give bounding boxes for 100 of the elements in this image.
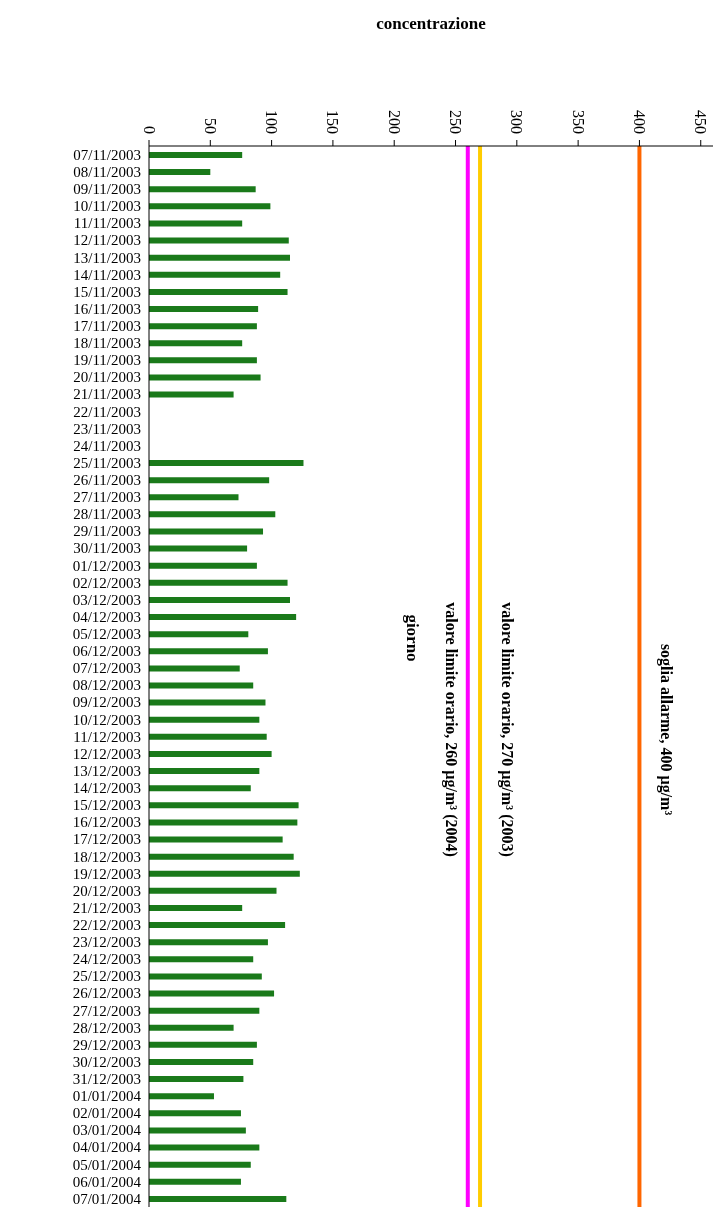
bar [149, 1076, 244, 1083]
y-tick-label: 21/11/2003 [73, 386, 141, 403]
bar [149, 374, 261, 381]
y-tick-label: 09/11/2003 [73, 181, 141, 198]
y-tick-label: 30/11/2003 [73, 540, 141, 557]
y-tick-label: 17/11/2003 [73, 318, 141, 335]
x-tick-label: 300 [508, 110, 526, 134]
bar [149, 391, 234, 398]
y-tick-label: 17/12/2003 [72, 831, 141, 848]
bar [149, 1127, 246, 1134]
bar [149, 973, 262, 980]
y-tick-label: 03/01/2004 [72, 1122, 142, 1139]
y-tick-label: 23/12/2003 [72, 934, 141, 951]
y-tick-label: 10/11/2003 [73, 198, 141, 215]
bar [149, 169, 211, 176]
bar [149, 631, 249, 638]
y-tick-label: 11/12/2003 [73, 728, 141, 745]
bar [149, 306, 259, 313]
ref-line-label: valore limite orario, 260 µg/m³ (2004) [441, 602, 460, 857]
bar [149, 870, 300, 877]
bar [149, 545, 248, 552]
bar [149, 1110, 241, 1117]
y-tick-label: 07/01/2004 [72, 1190, 142, 1207]
y-tick-label: 16/11/2003 [73, 300, 141, 317]
bar [149, 494, 239, 501]
y-tick-label: 05/01/2004 [72, 1156, 142, 1173]
y-tick-label: 07/11/2003 [73, 146, 141, 163]
y-tick-label: 03/12/2003 [72, 591, 141, 608]
bar [149, 768, 260, 775]
bar [149, 1195, 287, 1202]
y-tick-label: 13/11/2003 [73, 249, 141, 266]
y-tick-label: 31/12/2003 [72, 1070, 141, 1087]
y-tick-label: 09/12/2003 [72, 694, 141, 711]
bar [149, 819, 298, 826]
y-tick-label: 11/11/2003 [73, 215, 141, 232]
bar [149, 477, 270, 484]
bar [149, 1161, 251, 1168]
bar [149, 323, 257, 330]
y-tick-label: 29/11/2003 [73, 523, 141, 540]
y-tick-label: 28/11/2003 [73, 506, 141, 523]
y-tick-label: 06/12/2003 [72, 643, 141, 660]
bar [149, 1144, 260, 1151]
y-tick-label: 02/01/2004 [72, 1105, 142, 1122]
y-tick-label: 01/01/2004 [72, 1088, 142, 1105]
y-tick-label: 30/12/2003 [72, 1053, 141, 1070]
x-axis-title: concentrazione [375, 14, 487, 34]
y-tick-label: 05/12/2003 [72, 626, 141, 643]
bar [149, 528, 264, 535]
y-axis-title: giorno [401, 614, 422, 662]
bar [149, 648, 268, 655]
bar [149, 699, 266, 706]
bar [149, 203, 271, 210]
y-tick-label: 26/11/2003 [73, 472, 141, 489]
bar [149, 939, 268, 946]
bar [149, 186, 256, 193]
bar [149, 802, 299, 809]
y-tick-label: 20/11/2003 [73, 369, 141, 386]
bar [149, 1058, 254, 1065]
y-tick-label: 21/12/2003 [72, 899, 141, 916]
bar [149, 990, 275, 997]
bar [149, 460, 304, 467]
bar [149, 152, 243, 158]
y-tick-label: 08/12/2003 [72, 677, 141, 694]
bar [149, 220, 243, 227]
y-tick-label: 24/11/2003 [73, 437, 141, 454]
y-tick-label: 07/12/2003 [72, 660, 141, 677]
y-tick-label: 14/12/2003 [72, 780, 141, 797]
x-tick-label: 200 [385, 110, 403, 134]
x-tick-label: 0 [140, 126, 158, 134]
bar [149, 1024, 234, 1031]
bar [149, 665, 240, 672]
y-tick-label: 19/11/2003 [73, 352, 141, 369]
bar [149, 511, 276, 518]
bar [149, 579, 288, 586]
y-tick-label: 02/12/2003 [72, 574, 141, 591]
y-tick-label: 13/12/2003 [72, 762, 141, 779]
bar [149, 733, 267, 740]
y-tick-label: 08/11/2003 [73, 163, 141, 180]
x-tick-label: 450 [692, 110, 710, 134]
y-tick-label: 12/11/2003 [73, 232, 141, 249]
y-tick-label: 24/12/2003 [72, 951, 141, 968]
bar [149, 340, 243, 347]
bar [149, 237, 289, 244]
bar [149, 716, 260, 723]
y-tick-label: 29/12/2003 [72, 1036, 141, 1053]
x-tick-label: 50 [201, 118, 219, 134]
y-tick-label: 26/12/2003 [72, 985, 141, 1002]
y-tick-label: 15/12/2003 [72, 797, 141, 814]
bar [149, 288, 288, 295]
y-tick-label: 04/01/2004 [72, 1139, 142, 1156]
y-tick-label: 12/12/2003 [72, 745, 141, 762]
y-tick-label: 23/11/2003 [73, 420, 141, 437]
y-tick-label: 04/12/2003 [72, 608, 141, 625]
bar [149, 1178, 241, 1185]
y-tick-label: 25/12/2003 [72, 968, 141, 985]
y-tick-label: 18/11/2003 [73, 335, 141, 352]
y-tick-label: 20/12/2003 [72, 882, 141, 899]
bar [149, 562, 257, 569]
bar [149, 614, 297, 621]
bar [149, 785, 251, 792]
